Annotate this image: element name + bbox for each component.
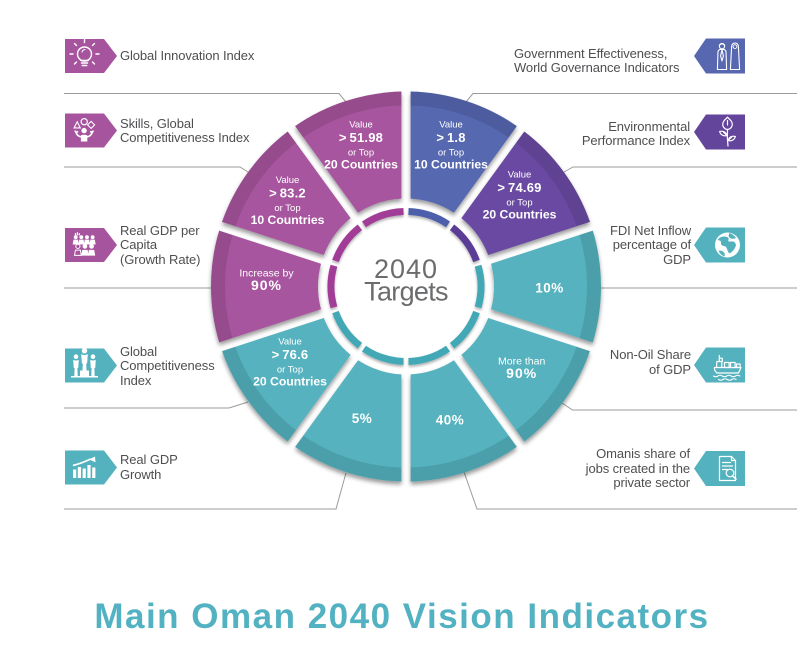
svg-text:Main Oman 2040 Vision Indicato: Main Oman 2040 Vision Indicators [94,597,709,636]
svg-text:5%: 5% [352,411,373,426]
svg-text:> 1.8: > 1.8 [436,130,465,145]
svg-text:More than: More than [498,356,545,368]
svg-text:Increase by: Increase by [239,268,294,280]
svg-text:Value: Value [278,337,302,348]
svg-text:Targets: Targets [364,277,448,307]
svg-text:2040: 2040 [374,254,438,284]
svg-text:10 Countries: 10 Countries [414,158,488,172]
svg-text:90%: 90% [506,365,537,381]
svg-text:10%: 10% [535,280,564,295]
svg-text:or Top: or Top [277,365,303,376]
svg-text:Value: Value [276,175,300,186]
svg-text:or Top: or Top [438,148,464,159]
svg-text:10 Countries: 10 Countries [251,213,325,227]
svg-text:90%: 90% [251,277,282,293]
svg-text:or Top: or Top [506,198,532,209]
svg-text:or Top: or Top [274,203,300,214]
svg-text:20 Countries: 20 Countries [483,208,557,222]
svg-text:40%: 40% [436,412,465,427]
svg-text:Value: Value [349,120,373,131]
svg-text:> 83.2: > 83.2 [269,186,306,201]
svg-text:Value: Value [439,120,463,131]
svg-text:20 Countries: 20 Countries [324,158,398,172]
svg-text:> 51.98: > 51.98 [339,130,383,145]
svg-text:or Top: or Top [348,148,374,159]
svg-text:20 Countries: 20 Countries [253,375,327,389]
svg-text:Value: Value [508,170,532,181]
svg-text:> 76.6: > 76.6 [272,347,309,362]
svg-text:> 74.69: > 74.69 [497,180,541,195]
